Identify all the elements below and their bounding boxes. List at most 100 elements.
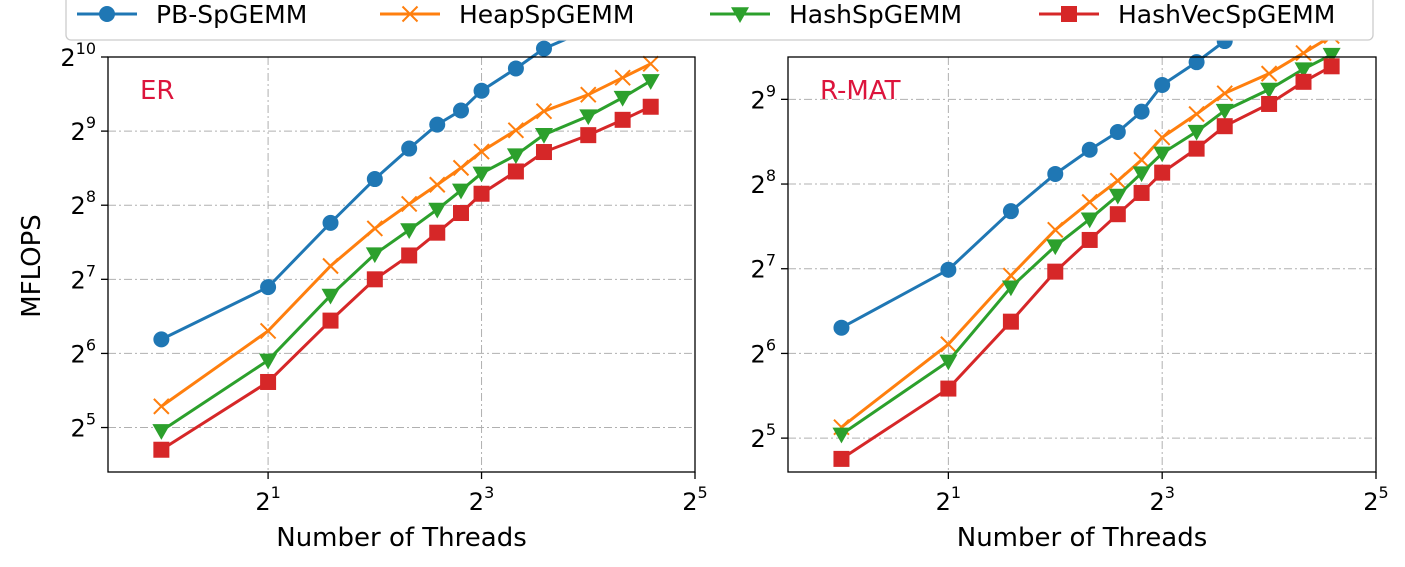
data-point: [579, 109, 598, 126]
data-point: [1133, 103, 1150, 120]
data-point: [1154, 164, 1171, 181]
data-point: [1047, 221, 1064, 239]
series-pb-spgemm: [833, 0, 1307, 336]
data-point: [152, 424, 171, 440]
series-line: [160, 62, 652, 408]
series-hashspgemm: [152, 74, 660, 440]
data-point: [259, 322, 277, 340]
data-point: [365, 247, 384, 264]
data-point: [1154, 76, 1171, 93]
data-point: [1046, 239, 1065, 256]
y-tick-label: 26: [751, 335, 776, 368]
data-point: [1216, 85, 1233, 102]
data-point: [260, 373, 277, 390]
data-point: [1132, 166, 1151, 183]
data-point: [366, 171, 383, 188]
data-point: [366, 220, 384, 237]
data-point: [1002, 313, 1019, 330]
data-point: [1295, 44, 1312, 62]
data-point: [429, 224, 446, 241]
data-point: [940, 336, 957, 353]
data-point: [1081, 141, 1098, 158]
data-point: [322, 214, 339, 231]
x-axis-label: Number of Threads: [957, 523, 1208, 553]
data-point: [1323, 58, 1340, 75]
x-tick-label: 25: [682, 483, 707, 516]
legend-label: PB-SpGEMM: [156, 0, 307, 29]
legend-marker: [401, 5, 419, 23]
data-point: [642, 98, 659, 115]
data-point: [472, 166, 491, 183]
legend-entry-heapspgemm: HeapSpGEMM: [380, 0, 634, 29]
data-point: [1188, 105, 1205, 123]
data-point: [1047, 263, 1064, 280]
series-hashspgemm: [832, 47, 1341, 444]
data-point: [1001, 280, 1020, 297]
plot-frame: [787, 56, 1377, 473]
data-point: [940, 261, 957, 278]
data-point: [452, 159, 470, 177]
data-point: [1047, 165, 1064, 182]
data-point: [400, 223, 419, 240]
y-tick-label: 25: [71, 410, 96, 443]
y-tick-label: 26: [71, 335, 96, 368]
series-line: [840, 64, 1333, 461]
panel-r-mat: 21 23 25 25 26 27 28 29 R-MAT Number of Threads: [751, 0, 1389, 553]
y-tick-label: 28: [71, 187, 96, 220]
data-point: [1081, 193, 1098, 211]
data-point: [1002, 203, 1019, 220]
legend-box: [65, 0, 1374, 41]
y-tick-label: 27: [71, 261, 96, 294]
legend-marker: [99, 6, 115, 22]
series-hashvecspgemm: [153, 98, 659, 458]
data-point: [1322, 47, 1341, 64]
data-point: [1187, 124, 1206, 141]
data-point: [1188, 140, 1205, 157]
data-point: [1260, 65, 1278, 82]
data-point: [506, 148, 525, 165]
x-tick-label: 25: [1363, 483, 1388, 516]
legend: PB-SpGEMM HeapSpGEMM HashSpGEMM HashVecSpGE…: [65, 0, 1374, 41]
data-point: [1295, 73, 1312, 90]
data-point: [940, 380, 957, 397]
y-tick-label: 29: [71, 113, 96, 146]
legend-entry-pb-spgemm: PB-SpGEMM: [77, 0, 307, 29]
data-point: [321, 288, 340, 305]
legend-entry-hashspgemm: HashSpGEMM: [710, 0, 962, 29]
data-point: [1153, 129, 1171, 146]
series-hashvecspgemm: [833, 58, 1340, 467]
data-point: [1216, 118, 1233, 135]
data-point: [939, 354, 958, 371]
series-line: [160, 105, 652, 452]
data-point: [580, 86, 597, 103]
data-point: [507, 60, 524, 77]
data-point: [1108, 188, 1127, 205]
data-point: [400, 195, 418, 213]
data-point: [260, 279, 277, 296]
data-point: [613, 90, 632, 107]
panel-label: R-MAT: [820, 76, 901, 106]
data-point: [1109, 172, 1127, 189]
data-point: [473, 185, 490, 202]
data-point: [428, 202, 447, 219]
data-point: [507, 122, 525, 139]
data-point: [832, 427, 851, 444]
data-point: [614, 111, 631, 128]
x-tick-label: 21: [936, 483, 961, 516]
data-point: [1188, 54, 1205, 71]
y-tick-label: 27: [751, 251, 776, 284]
panel-label: ER: [140, 76, 175, 106]
y-tick-label: 25: [751, 420, 776, 453]
data-point: [366, 271, 383, 288]
data-point: [1109, 206, 1126, 223]
data-point: [322, 257, 339, 275]
legend-marker: [731, 7, 749, 23]
data-point: [153, 331, 170, 348]
data-point: [580, 127, 597, 144]
series-line: [840, 0, 1296, 330]
data-point: [429, 176, 446, 193]
data-point: [1080, 212, 1099, 229]
legend-label: HeapSpGEMM: [459, 0, 634, 29]
